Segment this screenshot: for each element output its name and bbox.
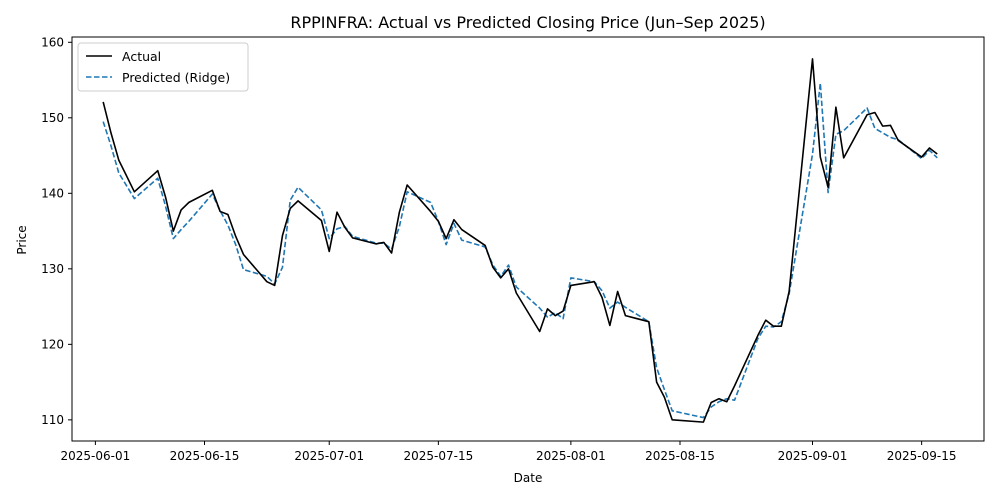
y-tick-label: 140	[41, 186, 64, 200]
x-tick-label: 2025-08-15	[645, 449, 715, 463]
x-tick-label: 2025-06-15	[170, 449, 240, 463]
x-tick-label: 2025-07-15	[403, 449, 473, 463]
plot-frame	[71, 36, 985, 442]
legend-box	[77, 42, 249, 92]
x-axis-label: Date	[514, 471, 543, 485]
x-tick-label: 2025-08-01	[536, 449, 606, 463]
chart-title: RPPINFRA: Actual vs Predicted Closing Pr…	[290, 13, 765, 32]
y-axis-label: Price	[15, 225, 29, 254]
x-tick-label: 2025-09-15	[887, 449, 957, 463]
x-tick-label: 2025-09-01	[778, 449, 848, 463]
y-tick-label: 150	[41, 111, 64, 125]
legend-label-predicted: Predicted (Ridge)	[122, 70, 230, 85]
x-axis: 2025-06-01 2025-06-15 2025-07-01 2025-07-15…	[61, 441, 957, 463]
y-tick-label: 130	[41, 262, 64, 276]
y-tick-label: 110	[41, 413, 64, 427]
plot-area	[102, 58, 938, 423]
series-line-actual	[102, 58, 938, 423]
legend: Actual Predicted (Ridge)	[77, 42, 249, 92]
series-line-predicted	[102, 82, 938, 419]
legend-label-actual: Actual	[122, 49, 161, 64]
y-tick-label: 160	[41, 35, 64, 49]
y-axis: 110 120 130 140 150 160	[41, 35, 72, 427]
x-tick-label: 2025-07-01	[294, 449, 364, 463]
y-tick-label: 120	[41, 337, 64, 351]
x-tick-label: 2025-06-01	[61, 449, 131, 463]
